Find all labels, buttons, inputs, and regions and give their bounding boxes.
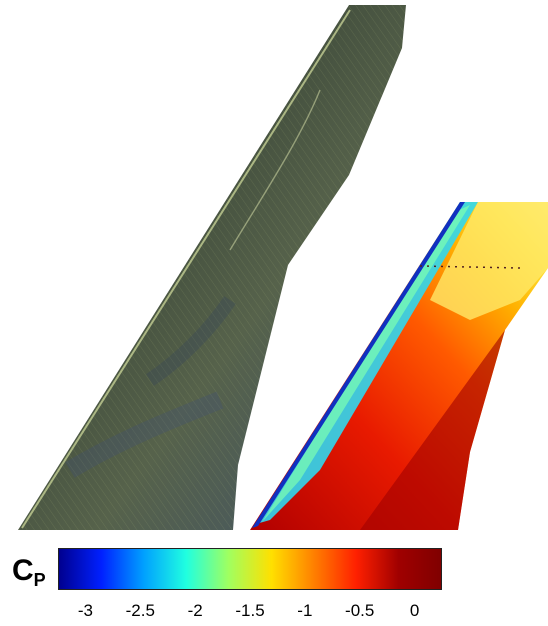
colorbar-tick-label: -2.5 bbox=[125, 601, 155, 620]
colorbar-tick-label: -1 bbox=[297, 601, 313, 620]
cp-symbol-label: CP bbox=[12, 554, 46, 590]
colorbar-tick-label: -2 bbox=[187, 601, 203, 620]
colorbar-tick-label: -3 bbox=[77, 601, 93, 620]
pressure-map-wing bbox=[250, 202, 548, 530]
colorbar-tick-label: -1.5 bbox=[235, 601, 265, 620]
pressure-coefficient-colorbar bbox=[58, 548, 442, 590]
oil-flow-wing bbox=[18, 5, 406, 530]
colorbar-tick-label: -0.5 bbox=[345, 601, 375, 620]
colorbar-tick-label: 0 bbox=[409, 601, 420, 620]
